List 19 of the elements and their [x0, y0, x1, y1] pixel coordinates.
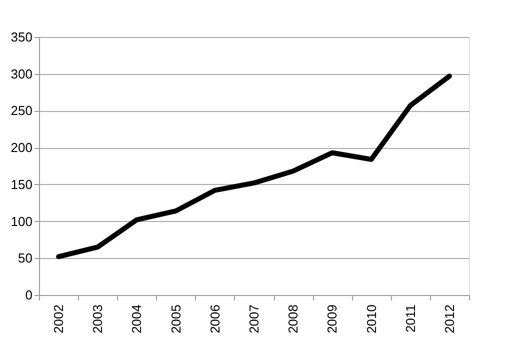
- y-tick-label: 0: [25, 288, 32, 302]
- x-tick-label: 2005: [168, 304, 184, 334]
- x-tick-label: 2004: [129, 304, 144, 334]
- x-tick-label: 2006: [207, 304, 222, 334]
- x-tick-label: 2007: [246, 304, 262, 334]
- x-tick-label: 2012: [442, 304, 457, 334]
- y-tick-label: 150: [10, 176, 32, 192]
- y-tick-label: 250: [10, 103, 32, 118]
- x-tick-label: 2002: [51, 304, 66, 334]
- y-tick-label: 350: [10, 30, 32, 44]
- y-tick-label: 200: [10, 140, 32, 156]
- x-tick-label: 2003: [90, 304, 106, 334]
- y-tick-label: 50: [18, 250, 32, 266]
- y-tick-label: 300: [10, 66, 32, 82]
- x-tick-label: 2010: [364, 304, 379, 334]
- x-tick-label: 2009: [324, 304, 340, 334]
- y-tick-label: 100: [10, 214, 32, 229]
- x-tick-label: 2008: [286, 304, 301, 334]
- x-tick-label: 2011: [402, 304, 418, 332]
